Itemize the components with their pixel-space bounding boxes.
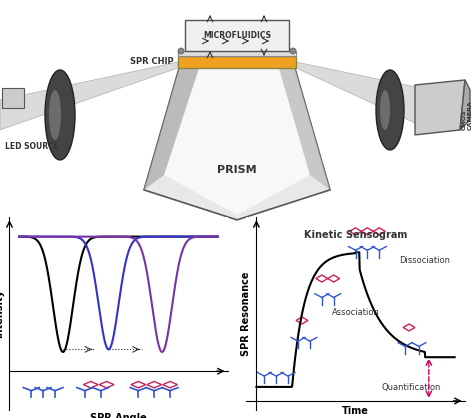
FancyBboxPatch shape — [185, 20, 289, 51]
Polygon shape — [0, 62, 178, 130]
Text: LED SOURCE: LED SOURCE — [5, 142, 59, 151]
Polygon shape — [144, 65, 330, 220]
Circle shape — [178, 48, 184, 54]
X-axis label: Time: Time — [342, 406, 369, 416]
Text: PRISM: PRISM — [217, 165, 257, 175]
FancyBboxPatch shape — [178, 56, 296, 68]
Ellipse shape — [49, 90, 61, 140]
Text: Dissociation: Dissociation — [399, 255, 450, 265]
FancyBboxPatch shape — [178, 51, 296, 56]
FancyBboxPatch shape — [2, 88, 24, 108]
Y-axis label: SPR Resonance: SPR Resonance — [241, 271, 251, 356]
Y-axis label: Intensity: Intensity — [0, 289, 4, 338]
Polygon shape — [144, 65, 200, 190]
Circle shape — [290, 48, 296, 54]
Polygon shape — [278, 65, 330, 190]
Polygon shape — [296, 62, 430, 130]
Text: SPR CHIP: SPR CHIP — [130, 57, 174, 66]
Ellipse shape — [380, 90, 390, 130]
Text: Association: Association — [332, 308, 380, 317]
X-axis label: SPR Angle: SPR Angle — [90, 413, 147, 418]
Text: Kinetic Sensogram: Kinetic Sensogram — [304, 229, 407, 240]
Text: Quantification: Quantification — [381, 383, 441, 393]
Text: CMOS
CAMERA: CMOS CAMERA — [462, 100, 473, 130]
Text: MICROFLUIDICS: MICROFLUIDICS — [203, 31, 271, 41]
Polygon shape — [164, 65, 310, 215]
Polygon shape — [460, 80, 470, 130]
Ellipse shape — [376, 70, 404, 150]
Ellipse shape — [45, 70, 75, 160]
Polygon shape — [415, 80, 465, 135]
